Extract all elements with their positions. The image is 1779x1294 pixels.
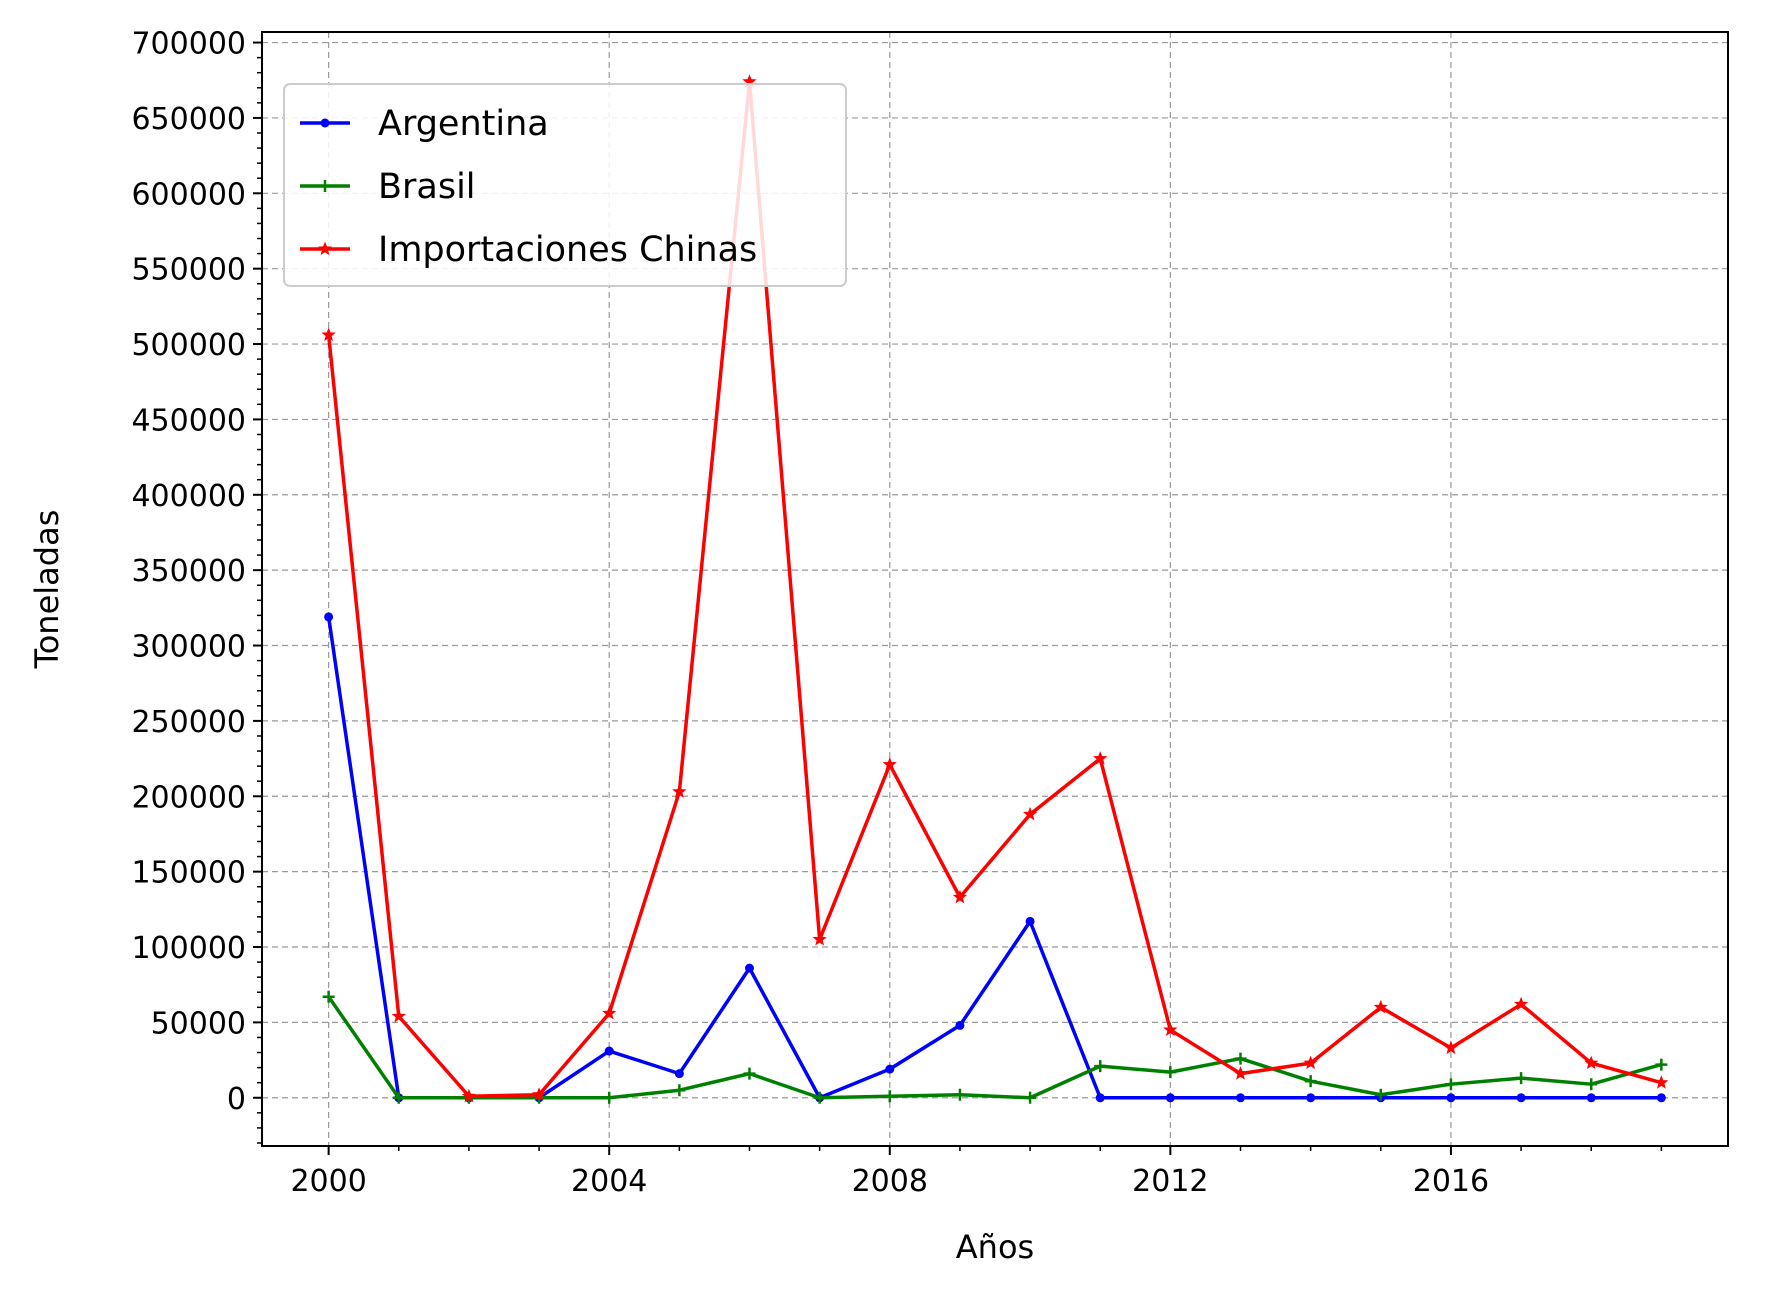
data-point-brasil [743, 1067, 756, 1080]
y-tick-label: 100000 [131, 931, 246, 966]
data-point-importaciones-chinas [1163, 1022, 1178, 1036]
data-point-argentina [674, 1069, 684, 1079]
data-point-argentina [1656, 1093, 1666, 1103]
data-point-importaciones-chinas [672, 784, 687, 798]
data-point-brasil [1585, 1078, 1598, 1091]
legend-label-argentina: Argentina [378, 104, 549, 144]
data-point-importaciones-chinas [1443, 1040, 1459, 1055]
y-tick-label: 0 [227, 1082, 246, 1117]
data-point-importaciones-chinas [1654, 1075, 1669, 1089]
y-axis-label: Toneladas [28, 510, 66, 670]
series-line-importaciones-chinas [326, 80, 1662, 1098]
y-tick-label: 550000 [131, 253, 246, 288]
data-point-argentina [1165, 1093, 1175, 1103]
data-point-argentina [604, 1046, 614, 1056]
data-point-brasil [953, 1088, 966, 1101]
data-point-importaciones-chinas [1303, 1055, 1318, 1070]
data-point-importaciones-chinas [321, 327, 336, 342]
x-tick-label: 2012 [1132, 1164, 1208, 1199]
x-tick-label: 2008 [852, 1164, 928, 1199]
data-point-brasil [673, 1084, 686, 1097]
series-line-brasil [327, 995, 1662, 1100]
data-point-argentina [955, 1020, 965, 1030]
data-point-importaciones-chinas [602, 1005, 617, 1020]
data-point-importaciones-chinas [1233, 1066, 1248, 1080]
data-point-importaciones-chinas [952, 889, 968, 904]
x-tick-label: 2000 [290, 1164, 366, 1199]
y-tick-label: 500000 [131, 328, 246, 363]
x-axis-label: Años [956, 1228, 1034, 1266]
data-point-argentina [1095, 1093, 1105, 1103]
y-tick-label: 650000 [131, 102, 246, 137]
data-point-brasil [392, 1091, 405, 1104]
legend-marker-importaciones-chinas [317, 241, 333, 256]
plot-area-frame [261, 31, 1729, 1147]
data-point-importaciones-chinas [1513, 996, 1529, 1011]
y-tick-label: 300000 [131, 630, 246, 665]
data-point-importaciones-chinas [882, 757, 897, 771]
legend-label-importaciones-chinas: Importaciones Chinas [378, 230, 757, 270]
data-point-brasil [1655, 1058, 1668, 1071]
data-point-brasil [1234, 1052, 1247, 1065]
y-tick-label: 450000 [131, 403, 246, 438]
data-point-importaciones-chinas [1373, 999, 1388, 1014]
series-importaciones-chinas [321, 74, 1669, 1103]
x-tick-label: 2004 [571, 1164, 647, 1199]
data-point-argentina [1025, 916, 1035, 926]
legend: Argentina Brasil Importaciones Chinas [283, 83, 847, 287]
legend-box [283, 83, 847, 287]
y-tick-label: 400000 [131, 479, 246, 514]
legend-entry-brasil: Brasil [300, 167, 476, 207]
x-tick-label: 2016 [1413, 1164, 1489, 1199]
data-point-importaciones-chinas [531, 1087, 547, 1101]
data-point-importaciones-chinas [1093, 751, 1108, 765]
data-point-argentina [324, 612, 334, 622]
data-point-importaciones-chinas [1022, 806, 1038, 821]
y-tick-label: 50000 [151, 1006, 246, 1041]
data-point-brasil [813, 1091, 826, 1104]
data-point-brasil [1164, 1066, 1177, 1079]
y-tick-label: 200000 [131, 780, 246, 815]
data-point-brasil [883, 1090, 896, 1103]
data-point-argentina [1236, 1093, 1246, 1103]
y-tick-label: 350000 [131, 554, 246, 589]
data-point-argentina [1446, 1093, 1456, 1103]
y-tick-label: 250000 [131, 705, 246, 740]
data-point-brasil [603, 1091, 616, 1104]
legend-marker-argentina [320, 118, 330, 128]
data-point-argentina [1586, 1093, 1596, 1103]
y-tick-label: 700000 [131, 27, 246, 62]
legend-label-brasil: Brasil [378, 167, 476, 207]
data-point-brasil [1515, 1072, 1528, 1085]
data-point-brasil [1094, 1060, 1107, 1073]
data-point-argentina [1306, 1093, 1316, 1103]
data-point-brasil [322, 990, 335, 1003]
data-point-brasil [1444, 1078, 1457, 1091]
data-point-importaciones-chinas [391, 1008, 406, 1023]
y-tick-label: 600000 [131, 177, 246, 212]
data-point-argentina [885, 1064, 895, 1074]
axis-ticks: 0 50000 100000 150000 200000 250000 300000 3500… [131, 27, 1663, 1199]
data-point-argentina [1516, 1093, 1526, 1103]
y-tick-label: 150000 [131, 856, 246, 891]
series-layer [321, 74, 1669, 1104]
data-point-brasil [1304, 1075, 1317, 1088]
data-point-importaciones-chinas [742, 74, 757, 88]
data-point-brasil [1024, 1091, 1037, 1104]
legend-marker-brasil [319, 180, 331, 192]
series-line-argentina [326, 616, 1662, 1100]
data-point-argentina [744, 963, 754, 973]
data-point-importaciones-chinas [461, 1088, 477, 1103]
legend-entry-importaciones-chinas: Importaciones Chinas [300, 230, 757, 270]
legend-entry-argentina: Argentina [300, 104, 549, 144]
data-point-brasil [1374, 1088, 1387, 1101]
data-point-importaciones-chinas [1584, 1055, 1599, 1070]
data-point-importaciones-chinas [812, 931, 827, 946]
